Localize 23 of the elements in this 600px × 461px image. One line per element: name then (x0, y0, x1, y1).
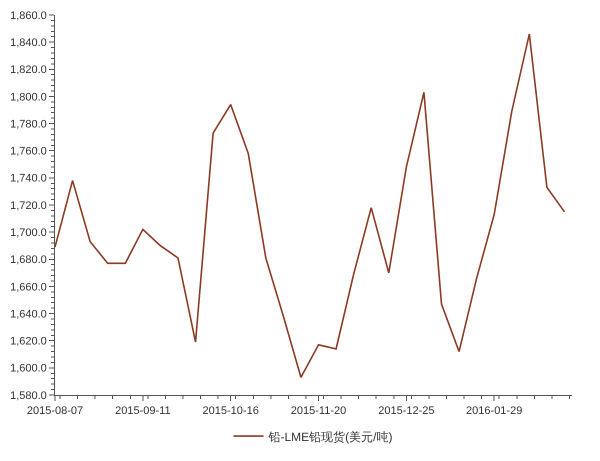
y-tick-label: 1,600.0 (10, 362, 47, 375)
y-tick-label: 1,820.0 (10, 64, 47, 76)
y-tick-label: 1,580.0 (10, 390, 47, 402)
x-tick-label: 2015-08-07 (26, 405, 84, 418)
y-tick-label: 1,720.0 (10, 200, 47, 212)
line-series (55, 33, 566, 378)
y-tick-label: 1,840.0 (10, 36, 47, 49)
y-tick-label: 1,660.0 (10, 281, 47, 294)
x-tick-label: 2015-12-25 (378, 405, 434, 418)
x-tick-label: 2015-11-20 (290, 405, 346, 418)
y-tick-label: 1,780.0 (10, 118, 47, 130)
y-tick-label: 1,620.0 (10, 336, 47, 348)
x-tick-label: 2015-10-16 (202, 405, 259, 418)
y-tick-label: 1,760.0 (10, 146, 47, 158)
y-tick-label: 1,700.0 (10, 226, 47, 239)
x-tick-label: 2016-01-29 (466, 405, 522, 418)
y-tick-label: 1,680.0 (10, 254, 47, 266)
y-tick-label: 1,640.0 (10, 308, 47, 320)
y-tick-label: 1,800.0 (10, 91, 47, 104)
y-tick-label: 1,740.0 (10, 172, 47, 185)
y-tick-label: 1,860.0 (10, 10, 47, 22)
legend-label: 铅-LME铅现货(美元/吨) (268, 430, 392, 444)
x-tick-label: 2015-09-11 (115, 405, 171, 418)
